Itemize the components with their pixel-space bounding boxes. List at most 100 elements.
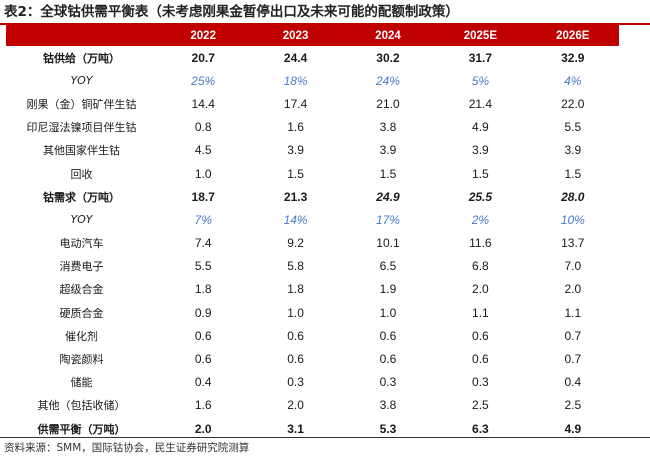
title-divider <box>0 23 650 25</box>
row-value: 10% <box>560 212 585 227</box>
row-value: 3.9 <box>379 143 397 158</box>
row-value: 7% <box>194 212 212 227</box>
row-value: 2.0 <box>564 282 582 297</box>
row-value: 5.3 <box>379 421 397 436</box>
row-value: 4.5 <box>194 143 212 158</box>
row-value: 0.6 <box>472 352 489 367</box>
row-value: 32.9 <box>561 50 585 65</box>
row-label: 超级合金 <box>59 283 104 297</box>
row-value: 22.0 <box>561 96 585 111</box>
row-label: 陶瓷颜料 <box>59 353 104 367</box>
table-row: 陶瓷颜料 0.6 0.6 0.6 0.6 0.7 <box>6 347 619 370</box>
row-value: 1.1 <box>564 305 582 320</box>
table-title: 表2：全球钴供需平衡表（未考虑刚果金暂停出口及未来可能的配额制政策） <box>4 4 459 20</box>
header-cell-2024: 2024 <box>341 25 435 46</box>
row-value: 25% <box>191 73 216 88</box>
row-label: 刚果（金）铜矿伴生钴 <box>26 97 137 111</box>
row-value: 3.1 <box>287 421 304 436</box>
row-label: 钴需求（万吨） <box>43 190 120 204</box>
row-value: 0.6 <box>194 328 212 343</box>
row-value: 14% <box>283 212 308 227</box>
row-value: 1.0 <box>287 305 304 320</box>
row-value: 4.9 <box>472 120 489 135</box>
row-value: 21.0 <box>376 96 400 111</box>
row-value: 2.0 <box>287 398 304 413</box>
table-row: 硬质合金 0.9 1.0 1.0 1.1 1.1 <box>6 301 619 324</box>
table-row: 催化剂 0.6 0.6 0.6 0.6 0.7 <box>6 324 619 347</box>
row-value: 6.3 <box>472 421 489 436</box>
row-value: 3.8 <box>379 398 397 413</box>
row-value: 1.9 <box>379 282 397 297</box>
row-value: 5.8 <box>287 259 304 274</box>
table-row: 刚果（金）铜矿伴生钴 14.4 17.4 21.0 21.4 22.0 <box>6 92 619 115</box>
row-value: 30.2 <box>376 50 400 65</box>
row-value: 0.3 <box>472 375 489 390</box>
row-value: 0.6 <box>472 328 489 343</box>
row-value: 9.2 <box>287 236 304 251</box>
row-value: 24.4 <box>283 50 308 65</box>
row-label: 储能 <box>70 376 93 390</box>
table-row: 供需平衡（万吨） 2.0 3.1 5.3 6.3 4.9 <box>6 417 619 440</box>
table-row: 钴供给（万吨） 20.7 24.4 30.2 31.7 32.9 <box>6 46 619 69</box>
table-row: 回收 1.0 1.5 1.5 1.5 1.5 <box>6 162 619 185</box>
table-row: 其他国家伴生钴 4.5 3.9 3.9 3.9 3.9 <box>6 139 619 162</box>
row-value: 7.4 <box>194 236 212 251</box>
row-value: 14.4 <box>191 96 215 111</box>
header-cell-2026e: 2026E <box>526 25 619 46</box>
row-label: 回收 <box>70 167 93 181</box>
row-value: 17% <box>375 212 400 227</box>
row-value: 1.1 <box>472 305 489 320</box>
row-label: 钴供给（万吨） <box>43 51 120 65</box>
row-value: 0.8 <box>194 120 212 135</box>
table-row: 电动汽车 7.4 9.2 10.1 11.6 13.7 <box>6 232 619 255</box>
row-value: 0.4 <box>564 375 582 390</box>
row-value: 1.5 <box>287 166 304 181</box>
row-value: 6.8 <box>472 259 489 274</box>
header-cell-2025e: 2025E <box>434 25 527 46</box>
row-label: 其他（包括收储） <box>37 399 126 413</box>
row-value: 1.5 <box>379 166 397 181</box>
row-value: 18.7 <box>191 189 215 204</box>
row-value: 1.0 <box>194 166 212 181</box>
row-value: 5.5 <box>564 120 582 135</box>
row-label: 电动汽车 <box>59 237 104 251</box>
bottom-divider <box>0 437 650 438</box>
table-body: 钴供给（万吨） 20.7 24.4 30.2 31.7 32.9 YOY 25% 18% 24% 5… <box>6 46 619 440</box>
row-value: 21.3 <box>283 189 308 204</box>
row-value: 17.4 <box>283 96 308 111</box>
row-value: 2% <box>471 212 490 227</box>
row-value: 0.6 <box>287 328 304 343</box>
row-label: YOY <box>70 74 93 88</box>
row-value: 5% <box>471 73 490 88</box>
row-label: 消费电子 <box>59 260 104 274</box>
row-value: 3.9 <box>472 143 489 158</box>
row-value: 0.7 <box>564 352 582 367</box>
row-value: 1.6 <box>287 120 304 135</box>
row-value: 2.5 <box>564 398 582 413</box>
row-label: 供需平衡（万吨） <box>37 422 126 436</box>
row-value: 4% <box>564 73 582 88</box>
table-row: YOY 25% 18% 24% 5% 4% <box>6 69 619 92</box>
source-note: 资料来源：SMM，国际钴协会，民生证券研究院测算 <box>4 442 250 454</box>
cobalt-balance-table: 2022 2023 2024 2025E 2026E 钴供给（万吨） 20.7 24… <box>6 25 619 440</box>
row-value: 0.9 <box>194 305 212 320</box>
row-label: 印尼湿法镍项目伴生钴 <box>26 121 137 135</box>
header-cell-2022: 2022 <box>157 25 250 46</box>
table-header-row: 2022 2023 2024 2025E 2026E <box>6 25 619 46</box>
table-row: 其他（包括收储） 1.6 2.0 3.8 2.5 2.5 <box>6 394 619 417</box>
row-value: 3.9 <box>287 143 304 158</box>
row-value: 5.5 <box>194 259 212 274</box>
row-value: 10.1 <box>376 236 400 251</box>
row-value: 3.9 <box>564 143 582 158</box>
row-value: 11.6 <box>469 236 492 251</box>
table-row: 储能 0.4 0.3 0.3 0.3 0.4 <box>6 371 619 394</box>
row-value: 2.0 <box>194 421 212 436</box>
row-value: 0.3 <box>287 375 304 390</box>
row-value: 0.3 <box>379 375 397 390</box>
row-value: 24.9 <box>376 189 400 204</box>
row-value: 1.5 <box>472 166 489 181</box>
row-value: 1.0 <box>379 305 397 320</box>
row-value: 21.4 <box>468 96 493 111</box>
table-row: 消费电子 5.5 5.8 6.5 6.8 7.0 <box>6 255 619 278</box>
table-row: 印尼湿法镍项目伴生钴 0.8 1.6 3.8 4.9 5.5 <box>6 116 619 139</box>
